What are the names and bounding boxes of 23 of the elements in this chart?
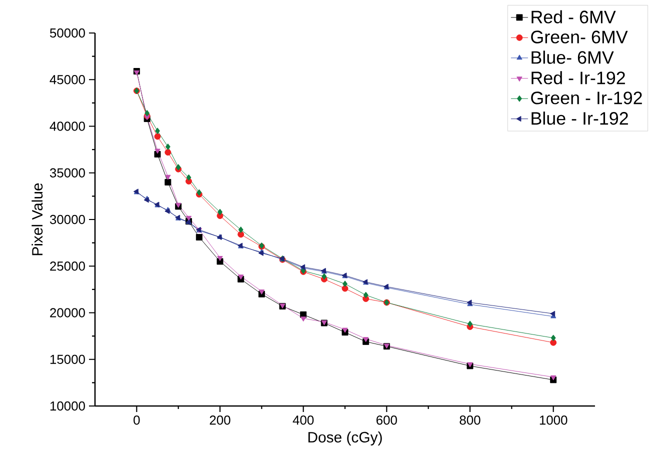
y-tick-label: 40000: [50, 122, 85, 131]
x-tick-label: 600: [376, 416, 397, 425]
legend-label: Green- 6MV: [531, 30, 628, 44]
legend-label: Red - Ir-192: [532, 71, 625, 84]
y-tick-label: 10000: [50, 401, 85, 411]
y-tick-label: 20000: [50, 308, 85, 318]
legend-label: Red - 6MV: [532, 10, 616, 24]
y-tick-label: 45000: [50, 75, 85, 84]
y-tick-label: 30000: [50, 214, 85, 224]
x-tick-label: 800: [460, 416, 480, 425]
x-tick-label: 400: [292, 416, 314, 425]
y-tick-label: 35000: [50, 168, 85, 178]
x-tick-label: 1000: [540, 416, 568, 425]
legend-label: Blue- 6MV: [532, 50, 614, 64]
y-tick-label: 25000: [50, 262, 85, 271]
x-tick-label: 200: [210, 416, 230, 425]
x-tick-label: 0: [134, 416, 140, 425]
legend-label: Green - Ir-192: [531, 92, 642, 104]
y-tick-label: 50000: [50, 28, 85, 38]
y-tick-label: 15000: [50, 354, 85, 364]
x-axis-title: Dose (cGy): [308, 432, 382, 446]
legend-label: Blue - Ir-192: [532, 112, 628, 125]
y-axis-title: Pixel Value: [32, 183, 43, 256]
